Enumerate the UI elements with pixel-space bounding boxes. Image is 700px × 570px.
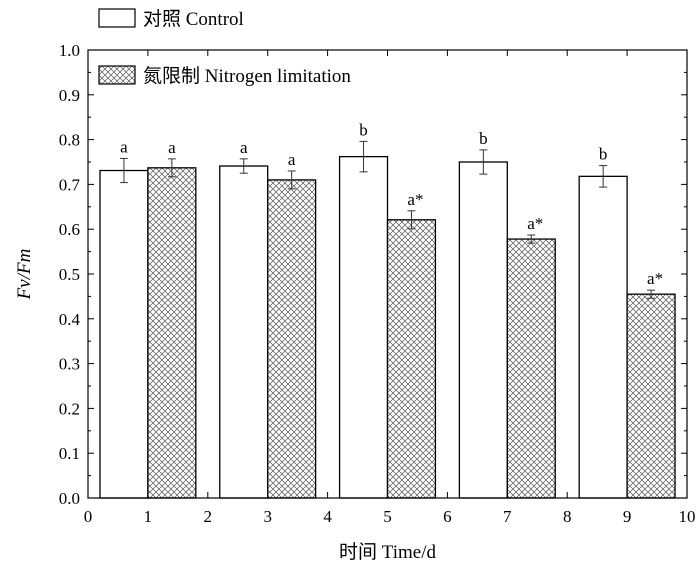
y-tick-label-0: 0.0 (59, 489, 80, 508)
bar-series1-5 (578, 175, 628, 499)
x-tick-label-8: 8 (563, 507, 572, 526)
y-tick-label-8: 0.8 (59, 131, 80, 150)
x-tick-label-6: 6 (443, 507, 452, 526)
legend-label-series1: 对照 Control (143, 8, 244, 30)
x-tick-label-2: 2 (204, 507, 213, 526)
x-tick-label-1: 1 (144, 507, 153, 526)
significance-label-series2-3: a* (407, 190, 423, 209)
significance-label-series1-5: b (599, 145, 608, 164)
x-tick-label-10: 10 (679, 507, 696, 526)
legend-label-series2: 氮限制 Nitrogen limitation (143, 65, 351, 87)
bar-series1-4 (458, 161, 508, 499)
bar-series2-3 (386, 219, 437, 499)
y-tick-label-4: 0.4 (59, 310, 81, 329)
y-tick-label-2: 0.2 (59, 399, 80, 418)
bar-series2-1 (147, 167, 197, 499)
y-tick-label-6: 0.6 (59, 220, 80, 239)
y-tick-label-5: 0.5 (59, 265, 80, 284)
significance-label-series2-4: a* (527, 214, 543, 233)
bar-series1-2 (219, 165, 269, 499)
significance-label-series1-4: b (479, 129, 488, 148)
legend-swatch-series1 (98, 8, 136, 28)
bar-series2-5 (626, 293, 676, 499)
y-tick-label-9: 0.9 (59, 86, 80, 105)
x-tick-label-5: 5 (383, 507, 392, 526)
significance-label-series2-1: a (168, 138, 176, 157)
significance-label-series2-5: a* (647, 269, 663, 288)
bar-series2-4 (506, 238, 556, 499)
x-axis-title: 时间 Time/d (339, 541, 436, 563)
bar-series2-2 (267, 179, 317, 499)
significance-label-series1-3: b (359, 120, 368, 139)
y-tick-label-10: 1.0 (59, 41, 80, 60)
significance-label-series2-2: a (288, 150, 296, 169)
x-tick-label-9: 9 (623, 507, 632, 526)
x-tick-label-3: 3 (263, 507, 272, 526)
bar-series1-1 (99, 169, 149, 499)
y-tick-label-3: 0.3 (59, 355, 80, 374)
x-tick-label-0: 0 (84, 507, 93, 526)
y-tick-label-1: 0.1 (59, 444, 80, 463)
legend-swatch-series2 (98, 65, 136, 85)
x-tick-label-4: 4 (323, 507, 332, 526)
x-tick-label-7: 7 (503, 507, 512, 526)
y-tick-label-7: 0.7 (59, 175, 81, 194)
significance-label-series1-2: a (240, 138, 248, 157)
legend: 对照 Control 氮限制 Nitrogen limitation (98, 8, 351, 87)
bar-series1-3 (338, 155, 389, 499)
y-axis-title: Fv/Fm (14, 249, 35, 301)
significance-label-series1-1: a (120, 137, 128, 156)
